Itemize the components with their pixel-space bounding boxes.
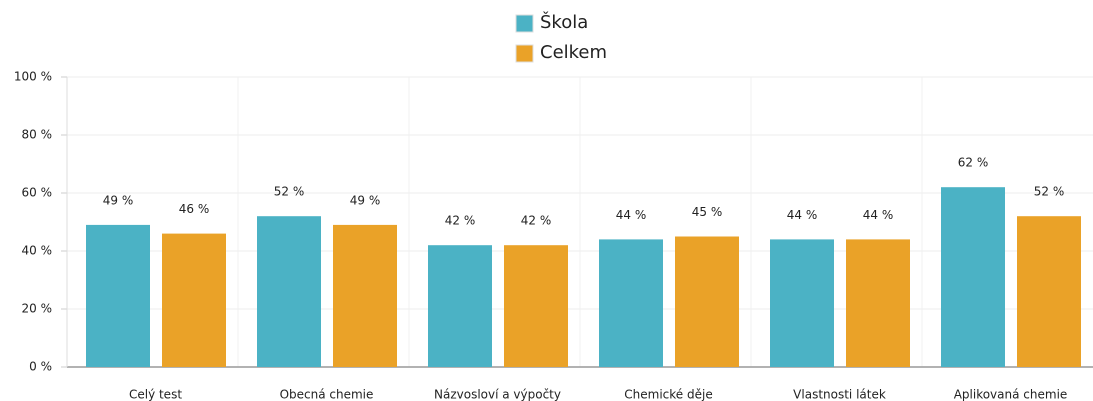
- x-tick-label: Názvosloví a výpočty: [434, 388, 561, 401]
- data-label: 45 %: [692, 205, 723, 219]
- data-label: 44 %: [863, 208, 894, 222]
- data-label: 62 %: [958, 156, 989, 170]
- y-tick-label: 60 %: [22, 186, 53, 200]
- y-tick-label: 0 %: [29, 360, 52, 374]
- legend-swatch: [515, 14, 534, 33]
- y-tick-label: 40 %: [22, 244, 53, 258]
- bar: [846, 239, 910, 367]
- bar: [599, 239, 663, 367]
- y-tick-label: 20 %: [22, 302, 53, 316]
- bar: [770, 239, 834, 367]
- data-label: 42 %: [521, 214, 552, 228]
- y-tick-label: 80 %: [22, 128, 53, 142]
- bar: [333, 224, 397, 367]
- bar: [1017, 216, 1081, 367]
- data-label: 44 %: [787, 208, 818, 222]
- y-tick-label: 100 %: [14, 70, 52, 84]
- data-label: 49 %: [103, 193, 134, 207]
- x-tick-label: Chemické děje: [624, 388, 712, 401]
- legend-label: Škola: [540, 11, 588, 33]
- x-tick-label: Aplikovaná chemie: [954, 388, 1068, 401]
- legend-label: Celkem: [540, 42, 607, 63]
- legend-swatch: [515, 44, 534, 63]
- bar: [941, 187, 1005, 367]
- data-label: 46 %: [179, 202, 210, 216]
- data-label: 52 %: [1034, 185, 1065, 199]
- bar: [675, 236, 739, 367]
- bar: [257, 216, 321, 367]
- data-label: 42 %: [445, 214, 476, 228]
- data-label: 49 %: [350, 193, 381, 207]
- data-label: 44 %: [616, 208, 647, 222]
- x-tick-label: Celý test: [129, 388, 182, 401]
- x-tick-label: Obecná chemie: [280, 388, 374, 401]
- bar: [504, 245, 568, 367]
- bar: [428, 245, 492, 367]
- bar: [162, 233, 226, 367]
- data-label: 52 %: [274, 185, 305, 199]
- bar: [86, 224, 150, 367]
- x-tick-label: Vlastnosti látek: [793, 388, 886, 401]
